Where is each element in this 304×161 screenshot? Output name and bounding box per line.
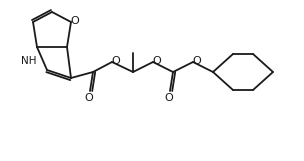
Text: NH: NH [21, 56, 37, 66]
Text: O: O [153, 56, 161, 66]
Text: O: O [112, 56, 120, 66]
Text: O: O [193, 56, 201, 66]
Text: O: O [71, 16, 79, 26]
Text: O: O [165, 93, 173, 103]
Text: O: O [85, 93, 93, 103]
